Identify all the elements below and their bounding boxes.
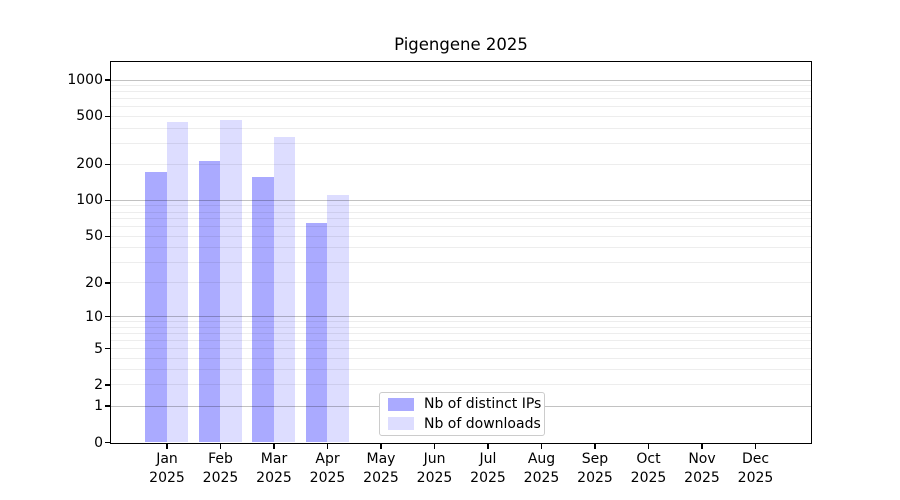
- y-axis-tick: [105, 384, 110, 386]
- y-axis-tick-label: 1: [94, 398, 103, 415]
- legend-swatch-distinct-ips: [388, 397, 414, 411]
- x-tick-month: Aug: [527, 451, 556, 467]
- y-axis-tick-label: 20: [85, 274, 103, 291]
- y-axis-tick: [105, 79, 110, 81]
- x-axis-tick: [540, 443, 543, 449]
- major-gridline: [111, 79, 811, 81]
- bar-distinct-ips-feb: [198, 161, 220, 442]
- y-axis-tick: [105, 405, 110, 407]
- x-axis-tick: [594, 443, 596, 449]
- x-tick-year: 2025: [416, 469, 453, 486]
- x-axis-tick-label-nov: Nov 2025: [670, 450, 734, 487]
- x-tick-month: Jul: [479, 451, 497, 467]
- x-tick-month: Sep: [581, 451, 609, 467]
- y-axis-tick-label: 5: [94, 340, 103, 357]
- x-tick-year: 2025: [363, 469, 399, 486]
- chart-title: Pigengene 2025: [394, 35, 528, 54]
- bar-distinct-ips-apr: [305, 223, 327, 442]
- x-axis-tick-label-jul: Jul 2025: [456, 450, 520, 487]
- y-axis-tick: [105, 235, 110, 238]
- x-tick-month: Feb: [208, 451, 233, 467]
- y-axis-tick-label: 2: [94, 376, 103, 393]
- x-tick-month: Mar: [260, 451, 288, 467]
- y-axis-tick-label: 200: [76, 156, 103, 173]
- x-tick-month: Oct: [636, 451, 661, 467]
- x-axis-tick: [380, 443, 382, 449]
- y-axis-tick-label: 0: [94, 434, 103, 451]
- x-axis-tick-label-may: May 2025: [349, 450, 413, 487]
- x-axis-tick: [701, 443, 703, 449]
- x-axis-tick: [326, 443, 329, 449]
- x-axis-tick: [754, 443, 757, 449]
- minor-gridline: [111, 91, 811, 93]
- y-axis-tick-label: 50: [85, 228, 103, 245]
- legend: Nb of distinct IPs Nb of downloads: [379, 392, 545, 436]
- x-axis-tick: [433, 443, 436, 449]
- x-tick-month: May: [366, 451, 396, 467]
- y-axis-tick: [105, 347, 110, 350]
- bar-downloads-mar: [273, 136, 295, 442]
- y-axis-tick: [105, 115, 110, 118]
- x-tick-month: Apr: [315, 451, 340, 467]
- minor-gridline: [111, 115, 811, 117]
- x-axis-tick-label-mar: Mar 2025: [242, 450, 306, 487]
- bar-downloads-jan: [166, 122, 188, 442]
- y-axis-tick-label: 500: [76, 108, 103, 125]
- y-axis-tick: [105, 441, 110, 444]
- x-tick-month: Dec: [741, 451, 770, 467]
- legend-label-downloads: Nb of downloads: [424, 415, 541, 432]
- legend-label-distinct-ips: Nb of distinct IPs: [424, 396, 542, 413]
- x-tick-year: 2025: [737, 469, 774, 486]
- y-axis-tick-label: 100: [76, 192, 103, 209]
- x-tick-month: Jun: [423, 451, 446, 467]
- x-tick-year: 2025: [149, 469, 185, 486]
- x-axis-tick-label-jan: Jan 2025: [135, 450, 199, 487]
- minor-gridline: [111, 98, 811, 100]
- x-axis-tick-label-dec: Dec 2025: [724, 450, 788, 487]
- x-tick-year: 2025: [684, 469, 720, 486]
- y-axis-tick: [105, 282, 110, 284]
- x-axis-tick: [166, 443, 168, 449]
- y-axis-tick: [105, 199, 110, 202]
- y-axis-tick: [105, 315, 110, 318]
- x-axis-tick-label-oct: Oct 2025: [617, 450, 681, 487]
- x-tick-year: 2025: [523, 469, 560, 486]
- legend-item-distinct-ips: Nb of distinct IPs: [388, 396, 541, 412]
- x-axis-tick-label-feb: Feb 2025: [189, 450, 253, 487]
- x-axis-tick: [487, 443, 489, 449]
- bar-downloads-feb: [220, 119, 242, 442]
- minor-gridline: [111, 142, 811, 144]
- y-axis-tick-label: 1000: [67, 72, 103, 89]
- bar-downloads-apr: [327, 194, 349, 442]
- x-tick-year: 2025: [256, 469, 292, 486]
- x-tick-year: 2025: [202, 469, 239, 486]
- plot-area: [110, 61, 812, 444]
- x-axis-tick-label-sep: Sep 2025: [563, 450, 627, 487]
- x-axis-tick-label-apr: Apr 2025: [296, 450, 360, 487]
- bar-distinct-ips-jan: [145, 172, 167, 442]
- x-tick-year: 2025: [309, 469, 346, 486]
- x-axis-tick: [647, 443, 650, 449]
- x-tick-year: 2025: [470, 469, 506, 486]
- legend-item-downloads: Nb of downloads: [388, 416, 541, 432]
- bar-distinct-ips-mar: [252, 177, 274, 442]
- y-axis-tick-label: 10: [85, 308, 103, 325]
- y-axis-tick: [105, 163, 110, 166]
- x-axis-tick: [219, 443, 222, 449]
- x-axis-tick-label-jun: Jun 2025: [403, 450, 467, 487]
- x-tick-month: Nov: [688, 451, 716, 467]
- x-axis-tick: [273, 443, 275, 449]
- x-tick-year: 2025: [577, 469, 613, 486]
- minor-gridline: [111, 106, 811, 108]
- x-tick-month: Jan: [156, 451, 178, 467]
- x-axis-tick-label-aug: Aug 2025: [510, 450, 574, 487]
- minor-gridline: [111, 85, 811, 87]
- minor-gridline: [111, 127, 811, 129]
- x-tick-year: 2025: [630, 469, 667, 486]
- legend-swatch-downloads: [388, 417, 414, 431]
